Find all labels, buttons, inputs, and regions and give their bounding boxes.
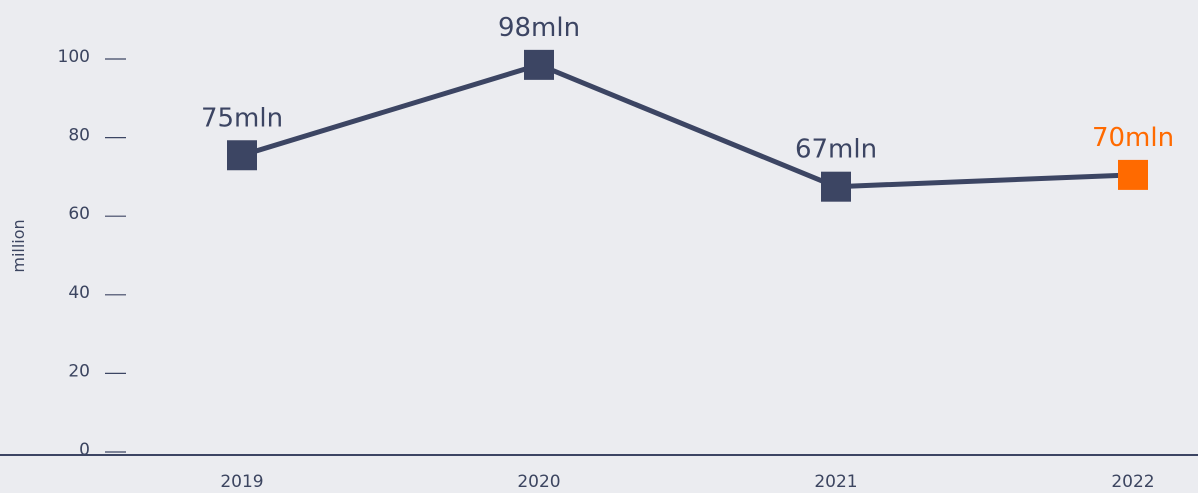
y-tick-label: 40 [68, 283, 90, 303]
data-label: 98mln [498, 13, 580, 43]
data-labels: 75mln 98mln 67mln 70mln [201, 13, 1174, 165]
y-axis: 0 20 40 60 80 100 [58, 47, 126, 460]
x-axis: 2019 2020 2021 2022 [220, 472, 1154, 492]
x-tick-label: 2019 [220, 472, 263, 492]
data-point-marker [821, 171, 851, 202]
y-tick-label: 0 [79, 440, 90, 460]
y-axis-title: million [9, 219, 28, 272]
x-tick-label: 2022 [1111, 472, 1154, 492]
data-label: 70mln [1092, 123, 1174, 153]
data-label: 75mln [201, 103, 283, 133]
y-tick-label: 80 [68, 126, 90, 146]
data-point-marker [1118, 159, 1148, 190]
data-point-marker [227, 140, 257, 171]
series-markers [227, 49, 1148, 202]
y-tick-label: 100 [58, 47, 90, 67]
y-tick-label: 60 [68, 204, 90, 224]
series-line [241, 62, 1134, 190]
data-point-marker [524, 49, 554, 80]
x-tick-label: 2021 [814, 472, 857, 492]
y-tick-label: 20 [68, 361, 90, 381]
data-label: 67mln [795, 135, 877, 165]
x-tick-label: 2020 [517, 472, 560, 492]
